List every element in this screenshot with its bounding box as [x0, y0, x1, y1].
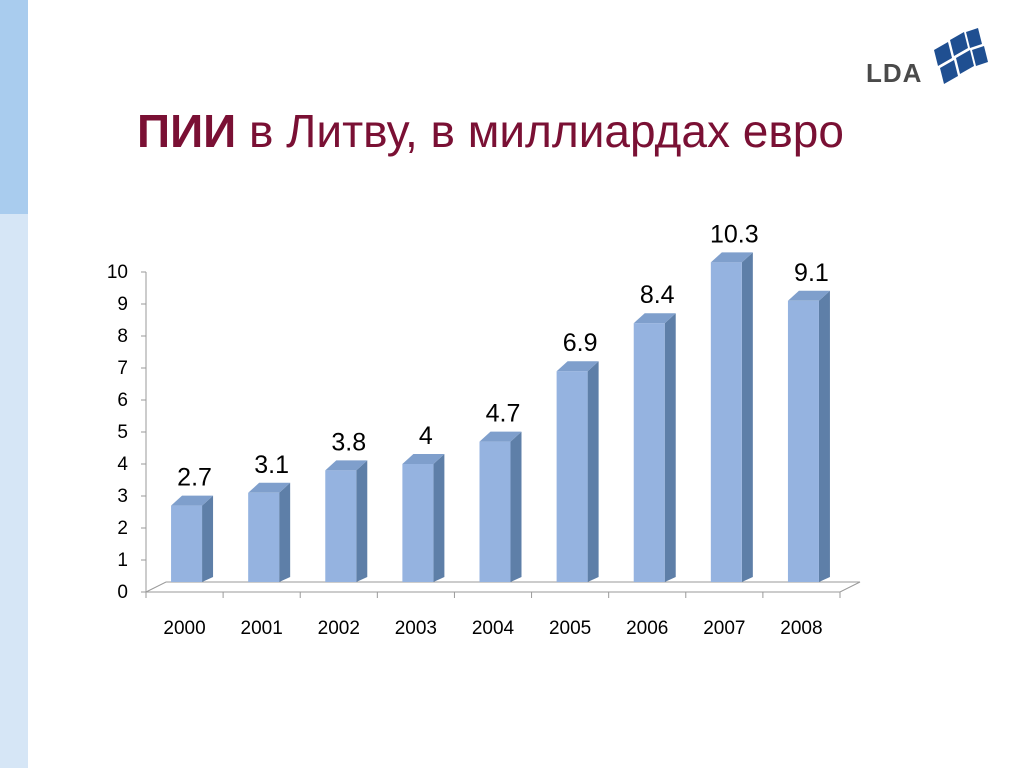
bar-side	[433, 454, 445, 582]
data-label: 6.9	[563, 329, 598, 357]
bar-side	[741, 252, 753, 582]
bar	[325, 470, 357, 582]
bar-top	[325, 460, 368, 471]
bar	[556, 371, 588, 582]
bar-top	[402, 454, 445, 464]
x-tick-label: 2008	[780, 618, 822, 639]
data-label: 10.3	[710, 220, 759, 248]
bar	[248, 492, 280, 582]
bar-top	[710, 252, 753, 263]
bar	[171, 505, 203, 582]
chart-floor	[145, 581, 861, 593]
bar-top	[787, 290, 830, 301]
y-tick-label: 6	[117, 390, 128, 411]
title-rest-part: в Литву, в миллиардах евро	[236, 105, 844, 157]
y-tick-label: 5	[117, 422, 128, 443]
y-tick-label: 3	[117, 486, 128, 507]
sidebar-decoration-top	[0, 0, 28, 214]
bar-top	[633, 313, 676, 324]
globe-grid-icon	[934, 28, 988, 84]
x-tick-label: 2004	[472, 618, 515, 639]
data-label: 8.4	[640, 281, 675, 309]
bar-side	[202, 495, 214, 582]
bar-top	[479, 431, 522, 442]
bar	[787, 300, 819, 582]
x-tick-label: 2006	[626, 618, 668, 639]
data-label: 4	[419, 422, 433, 450]
y-tick-label: 9	[117, 294, 128, 315]
data-label: 3.1	[254, 451, 289, 479]
y-tick-label: 0	[117, 582, 128, 603]
x-tick-label: 2003	[395, 618, 437, 639]
y-tick-label: 4	[117, 454, 128, 475]
y-tick-label: 10	[107, 262, 128, 283]
bar-side	[587, 361, 599, 582]
bar-side	[356, 460, 368, 582]
bar-side	[510, 431, 522, 582]
x-tick-label: 2005	[549, 618, 591, 639]
x-tick-label: 2002	[318, 618, 360, 639]
data-label: 4.7	[486, 400, 521, 428]
bar-side	[818, 290, 830, 582]
bar-side	[664, 313, 676, 582]
x-tick-label: 2007	[703, 618, 745, 639]
bar	[402, 464, 434, 582]
x-tick-label: 2000	[163, 618, 205, 639]
bar-top	[171, 495, 214, 506]
bar-top	[248, 482, 291, 493]
data-label: 3.8	[331, 428, 366, 456]
bar	[633, 323, 665, 582]
logo-text: LDA	[866, 58, 923, 88]
x-tick-label: 2001	[241, 618, 283, 639]
title-bold-part: ПИИ	[137, 105, 237, 157]
data-label: 2.7	[177, 464, 212, 492]
y-tick-label: 8	[117, 326, 128, 347]
y-tick-label: 1	[117, 550, 128, 571]
data-label: 9.1	[794, 259, 829, 287]
page-title: ПИИ в Литву, в миллиардах евро	[137, 104, 844, 158]
y-tick-label: 7	[117, 358, 128, 379]
y-tick-label: 2	[117, 518, 128, 539]
bar-side	[279, 482, 291, 582]
lda-logo: LDA	[862, 24, 992, 88]
bar	[710, 262, 742, 582]
bar	[479, 441, 511, 582]
bar-top	[556, 361, 599, 372]
